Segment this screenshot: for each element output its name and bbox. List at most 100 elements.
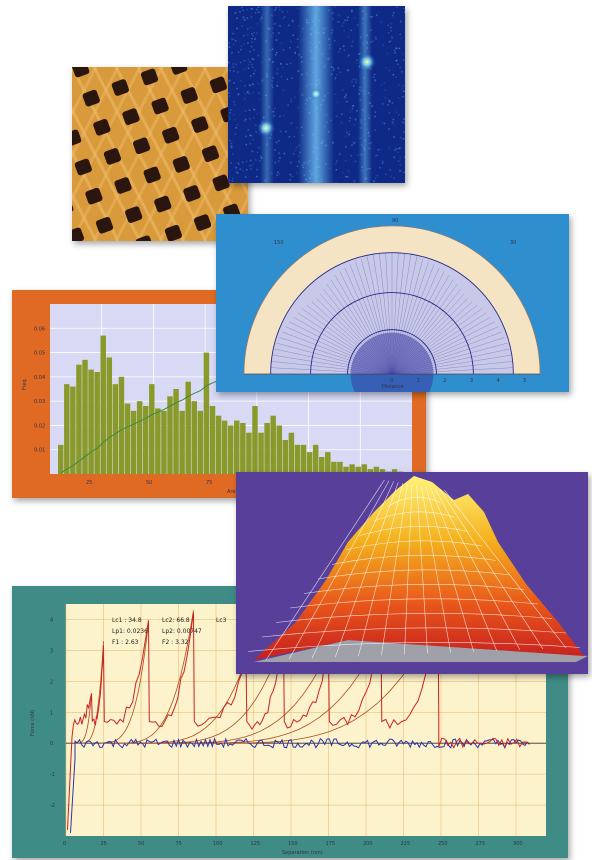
grating-pit: [170, 67, 188, 75]
grating-line: [72, 67, 142, 202]
fft-noise: [398, 147, 401, 149]
radial-tick-label: 4: [497, 378, 500, 384]
fft-noise: [339, 47, 341, 50]
fft-noise: [393, 177, 396, 180]
fft-noise: [252, 108, 255, 111]
y-tick-label: 1: [50, 710, 53, 716]
fft-noise: [333, 93, 336, 96]
surface-gridline: [387, 497, 441, 507]
fft-noise: [239, 11, 241, 13]
histogram-bar: [88, 369, 94, 474]
histogram-bar: [106, 357, 113, 474]
grating-pit: [132, 137, 151, 155]
grating-pit: [162, 126, 180, 144]
grating-pit: [143, 166, 161, 184]
fft-noise: [380, 148, 382, 151]
fft-noise: [341, 113, 343, 115]
fft-noise: [379, 166, 381, 169]
fft-noise: [399, 66, 402, 69]
fft-noise: [388, 128, 390, 130]
fft-noise: [242, 16, 245, 18]
fft-noise: [291, 77, 293, 79]
fft-noise: [257, 11, 260, 13]
fft-noise: [244, 110, 247, 112]
fft-noise: [233, 101, 235, 103]
polar-plot: 0 1 2 3 4 5 150 90 30 Distance: [216, 214, 569, 392]
fft-noise: [392, 118, 395, 121]
fft-noise: [373, 180, 375, 183]
grating-pit: [212, 174, 230, 192]
surface-gridline: [430, 487, 498, 651]
fft-noise: [401, 70, 403, 73]
fft-noise: [341, 89, 344, 91]
fft-noise: [255, 124, 257, 126]
fft-noise: [339, 71, 342, 74]
fft-noise: [283, 152, 286, 155]
fft-noise: [351, 144, 353, 146]
fft-noise: [229, 117, 231, 120]
fft-noise: [279, 157, 281, 159]
fft-noise: [275, 39, 278, 41]
fft-noise: [402, 138, 405, 140]
fft-noise: [343, 45, 345, 48]
fft-noise: [249, 165, 251, 167]
fit-annotation: Lc3: [216, 617, 227, 624]
fft-noise: [377, 149, 380, 151]
fft-noise: [403, 122, 405, 125]
fft-noise: [228, 95, 231, 97]
grating-pit: [164, 224, 182, 241]
x-tick-label: 100: [213, 841, 223, 847]
surface-gridline: [288, 480, 390, 660]
fft-noise: [250, 7, 253, 10]
fft-noise: [402, 121, 404, 123]
fft-noise: [259, 160, 261, 162]
fft-noise: [237, 161, 239, 164]
fft-noise: [246, 91, 249, 94]
fft-noise: [229, 69, 231, 72]
fft-noise: [400, 37, 403, 39]
fft-noise: [338, 51, 340, 53]
grating-line: [114, 67, 208, 241]
fft-noise: [244, 93, 246, 96]
fft-noise: [229, 139, 231, 142]
fft-noise: [402, 52, 404, 55]
fft-noise: [395, 148, 397, 150]
fft-noise: [232, 32, 234, 35]
fft-noise: [372, 40, 375, 42]
fft-noise: [241, 161, 244, 164]
fft-noise: [396, 6, 398, 8]
fft-noise: [279, 115, 281, 118]
histogram-bar: [112, 384, 119, 474]
fft-noise: [235, 166, 237, 169]
fft-noise: [274, 9, 276, 11]
fft-noise: [351, 9, 353, 12]
surface-gridline: [317, 569, 511, 580]
histogram-bar: [167, 396, 173, 474]
fft-noise: [345, 175, 347, 178]
fft-noise: [251, 8, 254, 10]
fft-noise: [277, 171, 279, 174]
grating-line: [136, 67, 230, 241]
surface-gridline: [425, 486, 474, 652]
surface-gridline: [444, 489, 567, 649]
fit-annotation: Lc2: 66.8: [162, 617, 190, 624]
fft-noise: [280, 62, 282, 65]
fft-noise: [283, 16, 286, 18]
grating-line: [180, 110, 248, 241]
fft-noise: [374, 177, 377, 179]
fft-noise: [239, 168, 242, 171]
fft-noise: [345, 94, 347, 96]
fft-noise: [277, 160, 280, 162]
fft-noise: [346, 55, 349, 58]
fft-noise: [394, 149, 396, 151]
fft-noise: [243, 60, 246, 62]
histogram-bar: [203, 352, 210, 474]
histogram-bar: [270, 415, 276, 474]
fft-noise: [397, 97, 400, 99]
fft-noise: [373, 180, 376, 182]
fft-noise: [251, 63, 253, 66]
fft-noise: [253, 49, 255, 51]
fft-noise: [390, 29, 392, 32]
fft-noise: [252, 35, 254, 37]
fft-noise: [342, 21, 345, 24]
